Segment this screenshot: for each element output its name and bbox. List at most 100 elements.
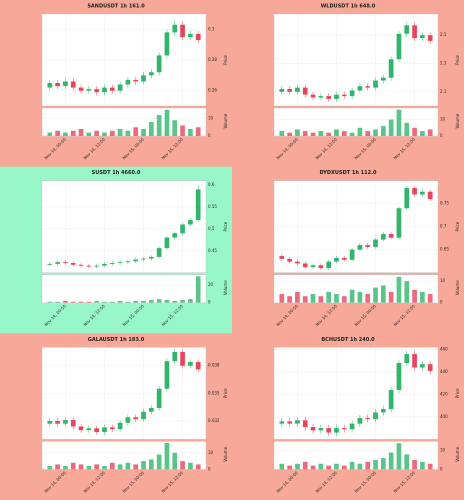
y-tick-label: 0.75 (440, 201, 449, 206)
volume-bar (420, 291, 425, 303)
volume-bar (420, 461, 425, 470)
volume-bar (70, 462, 76, 470)
candle-body (125, 261, 131, 263)
volume-bar (341, 131, 347, 136)
volume-bar (63, 300, 68, 303)
volume-bar (341, 296, 347, 303)
candle-body (141, 411, 146, 420)
candle-body (420, 191, 425, 195)
volume-bar (318, 131, 324, 136)
candle-body (125, 417, 131, 423)
candle-body (156, 55, 162, 73)
y-tick-label: 0.035 (208, 390, 220, 395)
y2-tick-label: 10 (208, 116, 214, 121)
candle-body (365, 245, 371, 247)
candle-body (396, 363, 402, 390)
candle-body (86, 428, 92, 431)
volume-bar (188, 129, 193, 136)
candle-body (70, 81, 76, 88)
volume-bar (148, 122, 154, 136)
candle-body (396, 33, 402, 60)
candle-body (164, 237, 170, 249)
volume-bar (164, 300, 170, 303)
volume-bar (287, 465, 292, 470)
candle-body (188, 220, 193, 225)
volume-bar (125, 301, 131, 303)
volume-plot-area (273, 441, 439, 470)
candle-body (388, 234, 394, 238)
volume-bar (295, 463, 300, 470)
candle-body (63, 420, 68, 424)
volume-bar (86, 132, 92, 136)
candle-body (380, 234, 386, 240)
candle-body (279, 89, 285, 92)
volume-bar (86, 466, 92, 470)
volume-plot-area (273, 107, 439, 137)
volume-bar (109, 130, 115, 136)
y2-tick-label: 10 (440, 278, 446, 283)
candle-body (349, 423, 355, 430)
volume-bar (156, 454, 162, 470)
y-tick-label: 440 (440, 369, 448, 374)
candle-body (133, 417, 139, 420)
volume-bar (180, 125, 185, 136)
candle-body (109, 427, 115, 430)
volume-bar (396, 109, 402, 136)
y-tick-label: 0.5 (208, 226, 215, 231)
volume-bar (156, 299, 162, 303)
volume-bar (141, 300, 146, 303)
volume-bar (412, 289, 417, 303)
candle-body (117, 84, 123, 91)
candle-body (55, 83, 60, 87)
volume-bar (180, 461, 185, 470)
volume-bar (302, 296, 308, 303)
candle-body (47, 263, 53, 265)
candle-body (86, 265, 92, 267)
volume-bar (133, 464, 139, 470)
candle-body (195, 33, 201, 41)
volume-bar (295, 291, 300, 303)
y-tick-label: 2.1 (440, 89, 447, 94)
candle-body (102, 263, 107, 266)
candle-body (326, 96, 332, 99)
volume-bar (349, 461, 355, 470)
volume-bar (102, 466, 107, 470)
volume-bar (302, 131, 308, 136)
y-tick-label: 0.65 (440, 247, 449, 252)
volume-bar (279, 463, 285, 470)
candle-body (310, 265, 316, 268)
volume-bar (172, 120, 178, 136)
candle-body (63, 262, 68, 264)
candle-body (349, 249, 355, 260)
volume-bar (349, 289, 355, 303)
volume-bar (117, 300, 123, 303)
candle-body (148, 256, 154, 259)
candle-body (302, 420, 308, 427)
y2-axis-label: Volume (455, 280, 460, 295)
volume-bar (55, 464, 60, 470)
volume-bar (357, 291, 363, 303)
volume-bar (94, 464, 100, 470)
candle-body (70, 420, 76, 427)
volume-bar (365, 131, 371, 136)
volume-bar (109, 301, 115, 303)
candle-body (47, 420, 53, 424)
y2-tick-label: 0 (440, 466, 443, 471)
volume-bar (318, 296, 324, 303)
candle-body (427, 191, 433, 200)
volume-bar (195, 276, 201, 303)
y-tick-label: 400 (440, 414, 448, 419)
candle-body (164, 32, 170, 56)
volume-bar (427, 129, 433, 136)
volume-bar (310, 465, 316, 470)
candle-body (47, 83, 53, 88)
volume-bar (365, 294, 371, 303)
volume-bar (188, 299, 193, 303)
y-tick-label: 0.6 (208, 182, 215, 187)
volume-bar (133, 127, 139, 136)
